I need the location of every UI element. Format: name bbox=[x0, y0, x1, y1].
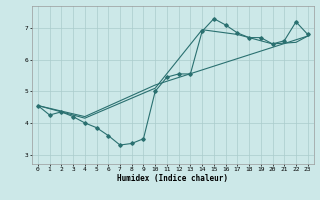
X-axis label: Humidex (Indice chaleur): Humidex (Indice chaleur) bbox=[117, 174, 228, 183]
